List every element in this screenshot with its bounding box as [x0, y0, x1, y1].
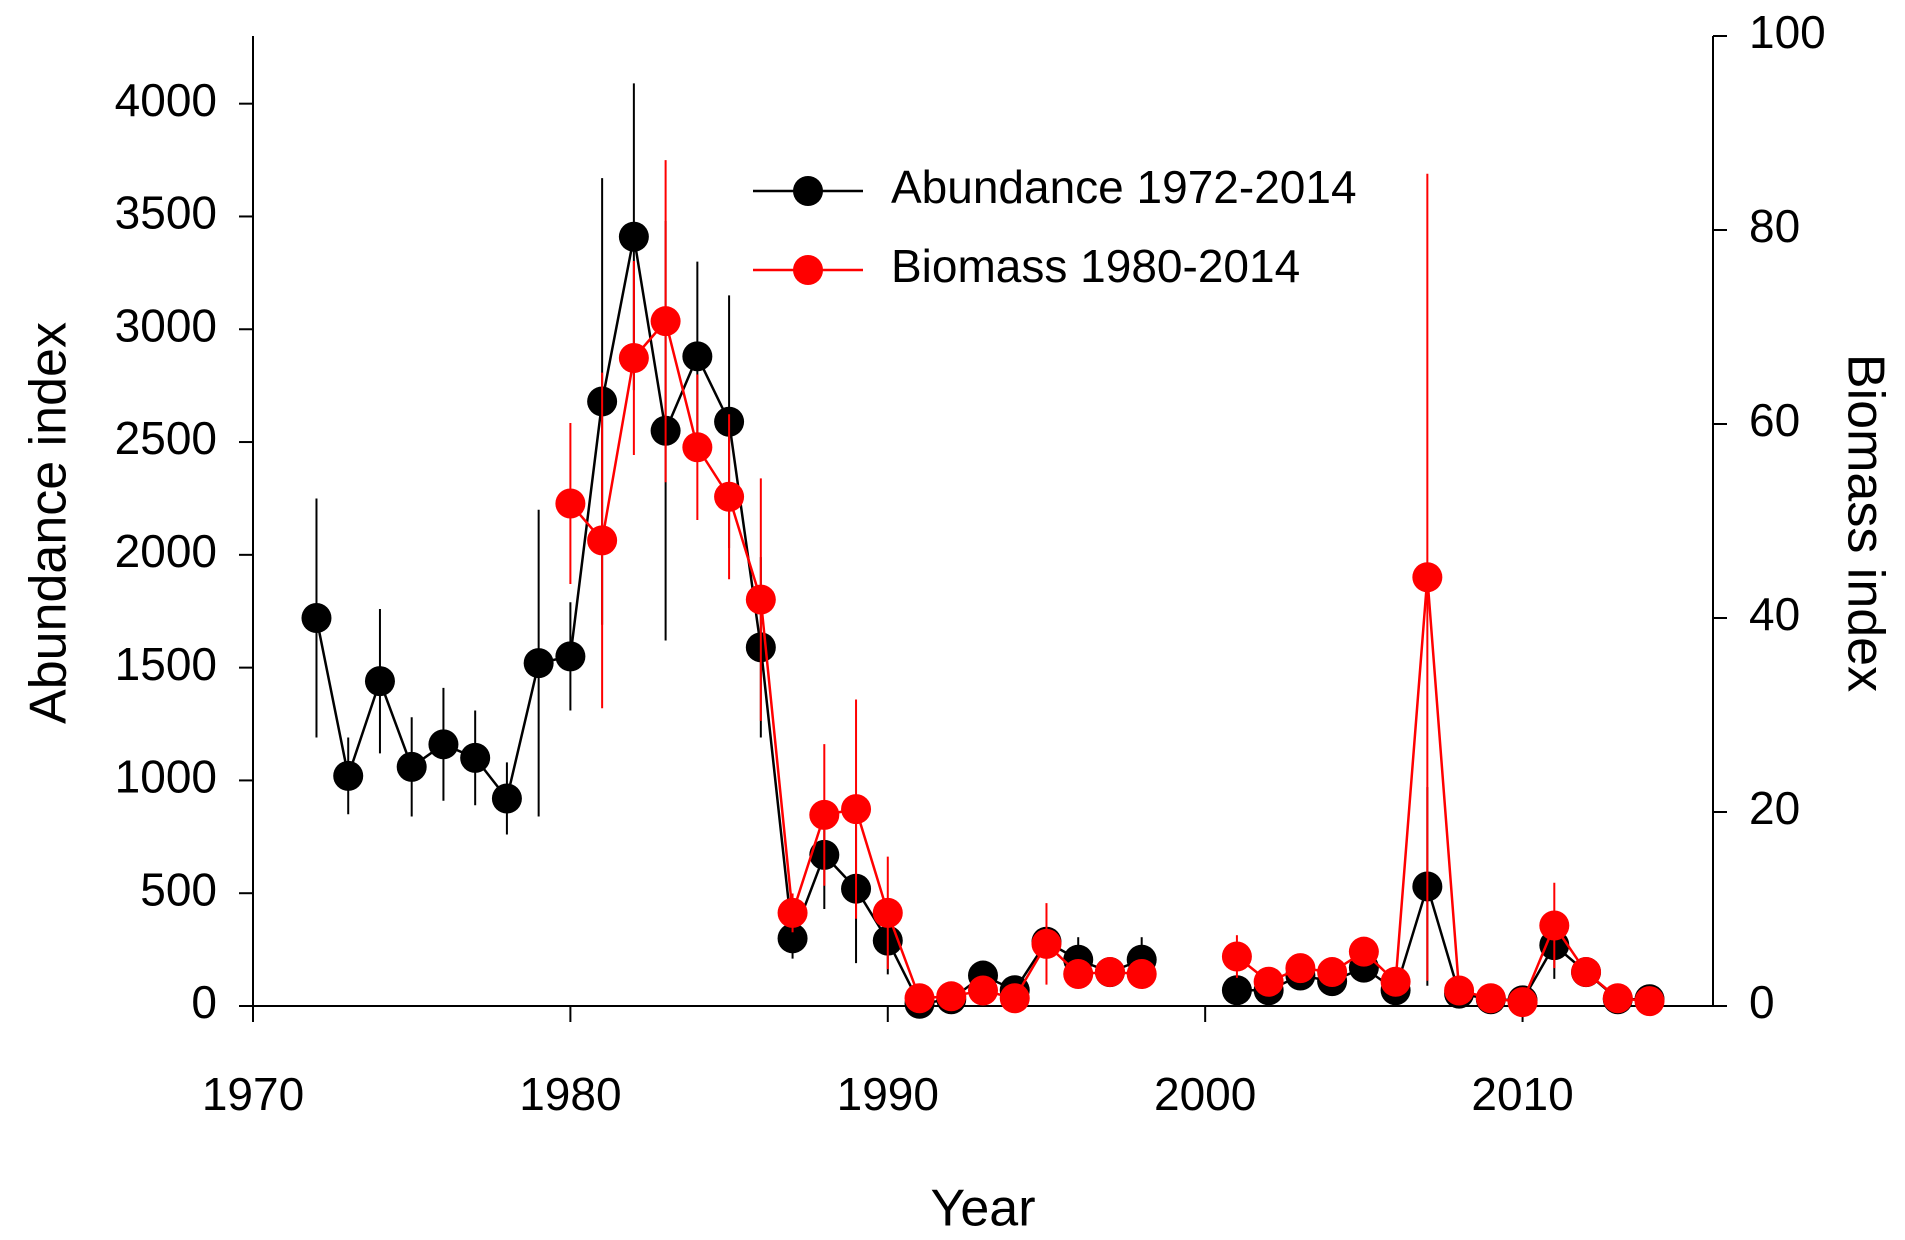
data-point — [1571, 957, 1602, 988]
data-point — [1253, 966, 1284, 997]
data-point — [968, 975, 998, 1006]
data-point — [333, 760, 364, 791]
legend-label: Biomass 1980-2014 — [891, 240, 1300, 292]
y-axis-title: Abundance index — [20, 322, 78, 724]
data-point — [1380, 966, 1411, 997]
data-point — [999, 983, 1030, 1014]
data-point — [618, 343, 649, 374]
data-point — [872, 897, 903, 928]
data-point — [1539, 910, 1570, 941]
data-point — [1221, 975, 1252, 1006]
data-point — [1507, 987, 1538, 1018]
data-point — [428, 729, 459, 760]
data-point — [1412, 562, 1443, 593]
y-tick-label: 500 — [140, 863, 217, 915]
data-point — [1602, 983, 1633, 1014]
data-point — [714, 481, 745, 512]
y2-tick-label: 0 — [1749, 976, 1775, 1028]
data-point — [618, 221, 649, 252]
data-point — [777, 897, 808, 928]
data-point — [745, 584, 776, 615]
y-tick-label: 0 — [191, 976, 217, 1028]
data-point — [682, 341, 713, 372]
data-point — [460, 742, 491, 773]
y-tick-label: 4000 — [115, 74, 217, 126]
x-tick-label: 2010 — [1471, 1068, 1573, 1120]
x-tick-label: 2000 — [1154, 1068, 1256, 1120]
y2-tick-label: 100 — [1749, 6, 1826, 58]
data-point — [1221, 941, 1252, 972]
y2-tick-label: 60 — [1749, 394, 1800, 446]
y2-tick-label: 20 — [1749, 782, 1800, 834]
data-point — [555, 488, 586, 519]
data-point — [1317, 957, 1348, 988]
y-tick-label: 3500 — [115, 187, 217, 239]
data-point — [1063, 958, 1094, 989]
x-tick-label: 1980 — [519, 1068, 621, 1120]
data-point — [491, 783, 522, 814]
data-point — [1094, 957, 1125, 988]
data-point — [364, 666, 395, 697]
data-point — [301, 603, 332, 633]
legend-marker — [793, 176, 823, 206]
y2-tick-label: 80 — [1749, 200, 1800, 252]
data-point — [777, 923, 808, 954]
data-point — [555, 641, 586, 672]
y-tick-label: 2500 — [115, 412, 217, 464]
data-point — [650, 306, 681, 337]
data-point — [1031, 928, 1062, 959]
data-point — [682, 432, 713, 463]
y-tick-label: 2000 — [115, 525, 217, 577]
data-point — [523, 648, 554, 679]
data-point — [1285, 953, 1316, 984]
y-tick-label: 3000 — [115, 299, 217, 351]
legend-label: Abundance 1972-2014 — [891, 161, 1357, 213]
data-point — [936, 981, 967, 1012]
data-point — [841, 794, 872, 825]
data-point — [1634, 986, 1665, 1017]
x-axis-title: Year — [930, 1180, 1035, 1238]
data-point — [396, 751, 427, 782]
y2-tick-label: 40 — [1749, 588, 1800, 640]
data-point — [1475, 983, 1506, 1014]
x-tick-label: 1990 — [837, 1068, 939, 1120]
data-point — [1444, 975, 1475, 1006]
data-point — [809, 799, 840, 830]
y2-axis-title: Biomass index — [1836, 354, 1894, 692]
data-point — [904, 983, 935, 1014]
data-point — [587, 525, 618, 556]
y-tick-label: 1500 — [115, 638, 217, 690]
legend-marker — [793, 255, 823, 285]
data-point — [1348, 936, 1379, 967]
x-tick-label: 1970 — [202, 1068, 304, 1120]
y-tick-label: 1000 — [115, 751, 217, 803]
series-line — [315, 236, 1650, 1006]
data-point — [1126, 958, 1157, 989]
